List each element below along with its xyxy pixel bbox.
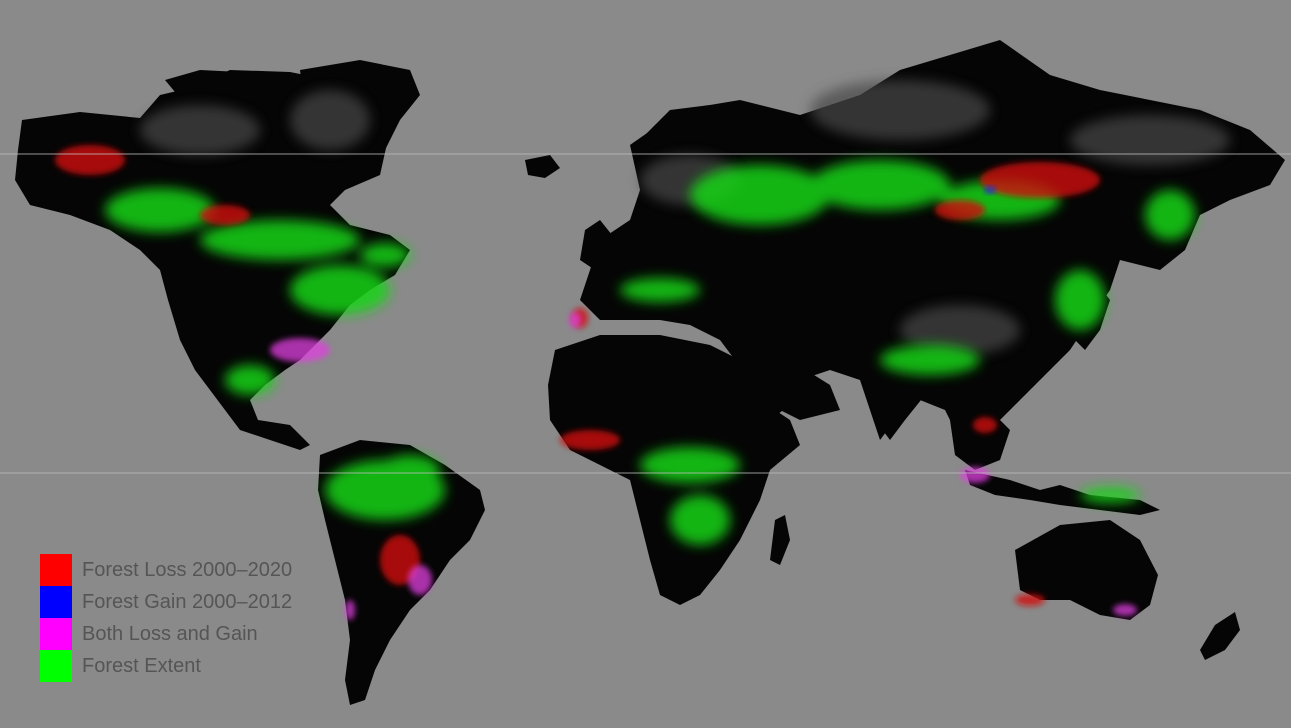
legend-swatch-both-loss-gain [40,618,72,650]
legend-item-forest-extent: Forest Extent [40,650,292,682]
legend-item-both-loss-gain: Both Loss and Gain [40,618,292,650]
map-guide-lines [0,153,1291,474]
legend-swatch-forest-extent [40,650,72,682]
legend-swatch-forest-gain [40,586,72,618]
forest-extent-regions [105,160,1195,545]
sparse-vegetation [140,80,1230,355]
madagascar [770,515,790,565]
forest-gain-regions [984,186,996,194]
legend-label-forest-gain: Forest Gain 2000–2012 [82,591,293,613]
new-zealand [1200,612,1240,660]
arabia [740,350,840,420]
legend-item-forest-gain: Forest Gain 2000–2012 [40,586,292,618]
both-loss-gain-regions [270,312,1137,620]
map-legend: Forest Loss 2000–2020 Forest Gain 2000–2… [40,554,292,682]
india [860,355,930,440]
australia [1015,520,1158,620]
legend-label-forest-extent: Forest Extent [82,655,201,677]
legend-swatch-forest-loss [40,554,72,586]
legend-label-both-loss-gain: Both Loss and Gain [82,623,258,645]
indonesia [965,470,1160,515]
iceland [525,155,560,178]
british-isles [580,220,612,270]
forest-loss-regions [55,145,1100,606]
legend-label-forest-loss: Forest Loss 2000–2020 [82,559,293,581]
legend-item-forest-loss: Forest Loss 2000–2020 [40,554,292,586]
